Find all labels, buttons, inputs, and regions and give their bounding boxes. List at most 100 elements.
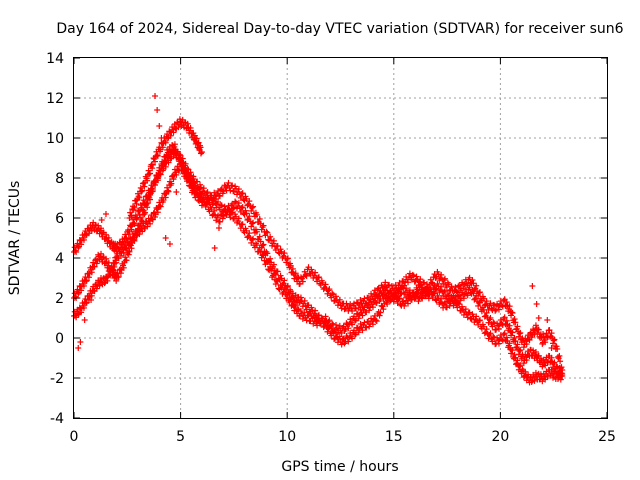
data-point	[338, 341, 345, 348]
data-point	[159, 144, 166, 151]
data-point	[469, 277, 476, 284]
data-point	[357, 296, 364, 303]
data-point	[423, 284, 430, 291]
data-point	[144, 223, 151, 230]
data-point	[184, 174, 191, 181]
data-point	[278, 284, 285, 291]
data-point	[229, 182, 236, 189]
data-point	[117, 266, 124, 273]
data-point	[550, 337, 557, 344]
data-point	[120, 249, 127, 256]
data-point	[371, 295, 378, 302]
data-point	[122, 254, 129, 261]
data-point	[147, 220, 154, 227]
data-point	[144, 200, 151, 207]
data-point	[204, 189, 211, 196]
data-point	[455, 300, 462, 307]
data-point	[249, 236, 256, 243]
data-point	[125, 251, 132, 258]
data-point	[500, 331, 507, 338]
data-point	[469, 287, 476, 294]
data-point	[324, 322, 331, 329]
data-point	[111, 260, 118, 267]
data-point	[250, 203, 257, 210]
data-point	[220, 188, 227, 195]
data-point	[244, 217, 251, 224]
data-point	[427, 276, 434, 283]
data-point	[556, 369, 563, 376]
data-point	[174, 148, 181, 155]
data-point	[88, 292, 95, 299]
data-point	[297, 274, 304, 281]
data-point	[292, 270, 299, 277]
data-point	[540, 331, 547, 337]
data-point	[517, 347, 524, 354]
data-point	[194, 190, 201, 197]
data-point	[284, 290, 291, 297]
data-point	[274, 242, 281, 249]
data-point	[167, 132, 174, 139]
data-point	[152, 213, 159, 220]
data-point	[413, 273, 420, 280]
data-point	[473, 313, 480, 320]
data-point	[523, 357, 530, 364]
data-point	[83, 277, 90, 284]
data-point	[287, 262, 294, 269]
data-point	[289, 298, 296, 305]
data-point	[490, 333, 497, 340]
data-point	[171, 141, 178, 148]
data-point	[542, 339, 549, 346]
data-point	[107, 272, 114, 279]
data-point	[197, 193, 204, 200]
y-axis-ticks: -4 -2 0 2 4 6 8 10 12 14	[46, 51, 607, 427]
data-point	[270, 237, 277, 244]
y-tick-label: -2	[50, 371, 64, 387]
data-point	[376, 312, 383, 319]
data-point	[145, 193, 152, 200]
data-point	[459, 303, 466, 310]
data-point	[483, 309, 490, 316]
data-point	[508, 350, 515, 357]
data-point	[431, 282, 438, 289]
data-point	[464, 314, 471, 321]
y-tick-label: 6	[55, 211, 64, 227]
data-point	[342, 326, 349, 333]
data-point	[460, 311, 467, 318]
data-point	[227, 214, 234, 221]
x-tick-label: 5	[176, 429, 185, 445]
data-point	[152, 158, 159, 165]
data-point	[351, 331, 358, 338]
data-point	[117, 270, 124, 277]
data-point	[194, 178, 201, 185]
y-tick-label: 12	[46, 91, 64, 107]
data-point	[173, 151, 180, 158]
data-point	[147, 196, 154, 203]
data-point	[417, 282, 424, 289]
data-point	[441, 301, 448, 308]
data-point	[382, 287, 389, 294]
data-point	[377, 309, 384, 316]
data-point	[557, 376, 564, 383]
data-point	[162, 139, 169, 146]
data-point	[332, 321, 339, 328]
data-point	[303, 317, 310, 324]
data-point	[267, 233, 274, 240]
y-tick-label: 14	[46, 51, 64, 67]
data-point	[503, 334, 510, 341]
data-point	[371, 287, 378, 294]
data-point	[263, 228, 270, 235]
data-point	[322, 281, 329, 288]
data-point	[211, 245, 218, 251]
data-point	[351, 327, 358, 334]
data-point	[318, 315, 325, 322]
data-point	[462, 306, 469, 313]
data-point	[363, 324, 370, 331]
data-point	[132, 197, 139, 204]
data-point	[215, 225, 222, 231]
data-point	[409, 271, 416, 278]
data-point	[516, 330, 523, 337]
data-point	[489, 323, 496, 330]
data-point	[301, 297, 308, 304]
data-point	[512, 337, 519, 344]
data-point	[270, 261, 277, 268]
